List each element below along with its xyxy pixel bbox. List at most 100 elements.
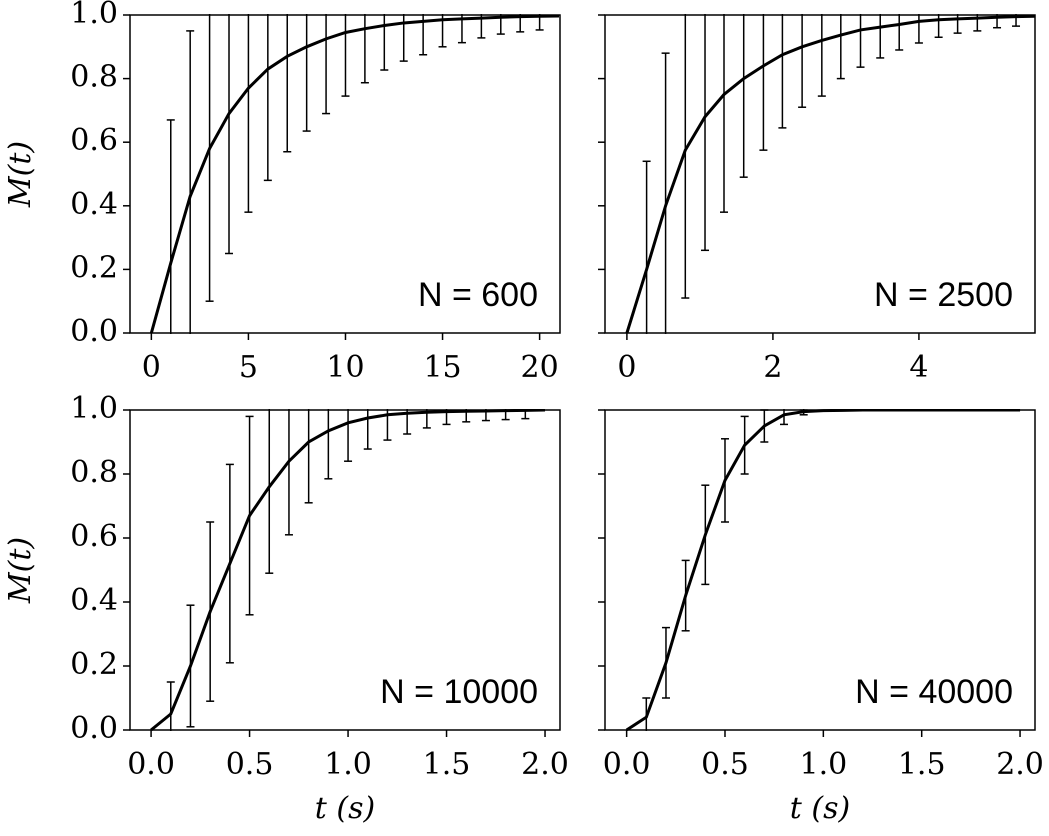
axes-frame [129, 14, 561, 334]
error-bar [681, 559, 690, 632]
error-bar [836, 14, 845, 80]
x-tick-label: 0.0 [603, 747, 651, 782]
y-tick-label: 0.8 [70, 455, 118, 490]
annotation: N = 2500 [874, 276, 1013, 314]
error-bar [701, 484, 710, 586]
error-bar [895, 14, 904, 51]
error-bar [876, 14, 885, 59]
error-bar [383, 409, 392, 441]
error-bar [661, 52, 670, 334]
y-tick-label: 1.0 [70, 0, 118, 31]
error-bar [914, 14, 923, 44]
y-tick-label: 0.2 [70, 250, 118, 285]
x-tick-label: 0 [617, 350, 636, 385]
y-tick-label: 0.0 [70, 711, 118, 746]
subplot: 0.0 0.2 0.4 0.6 0.8 1.0 0 5 10 15 20 N = 600 M(t) [3, 0, 561, 385]
subplot: 0.0 0.2 0.4 0.6 0.8 1.0 0.0 0.5 1.0 1.5 2.0 N = 100… [3, 391, 569, 826]
error-bar [263, 14, 272, 182]
error-bar [516, 14, 525, 33]
error-bar [225, 463, 234, 664]
error-bar [720, 438, 729, 523]
error-bar [205, 14, 214, 302]
y-tick-label: 0.4 [70, 187, 118, 222]
error-bar [322, 14, 331, 115]
error-bar [245, 415, 254, 616]
error-bar [265, 409, 274, 574]
x-tick-label: 4 [909, 350, 928, 385]
error-bar [778, 14, 787, 129]
x-tick-label: 0 [142, 350, 161, 385]
x-tick-label: 0.5 [226, 747, 274, 782]
error-bar [535, 14, 544, 31]
x-tick-label: 1.5 [423, 747, 471, 782]
error-bar [701, 14, 710, 252]
y-tick-label: 0.6 [70, 519, 118, 554]
error-bar [419, 14, 428, 56]
error-bar [344, 409, 353, 462]
error-bar [953, 14, 962, 34]
error-bar [973, 14, 982, 32]
error-bar [360, 14, 369, 84]
error-bar [363, 409, 372, 450]
x-axis-label: t (s) [315, 791, 375, 826]
y-tick-label: 0.4 [70, 583, 118, 618]
subplot: 0 2 4 N = 2500 [598, 14, 1036, 385]
error-bar [661, 626, 670, 699]
error-bar [477, 14, 486, 39]
error-bar [422, 409, 431, 429]
y-tick-label: 0.0 [70, 314, 118, 349]
plot-area [149, 14, 560, 334]
y-tick-label: 0.6 [70, 123, 118, 158]
error-bar [719, 14, 728, 213]
plot-area [625, 14, 1035, 334]
y-axis-label: M(t) [3, 537, 38, 604]
error-bar [739, 14, 748, 178]
error-bar [457, 14, 466, 44]
axes-frame [604, 14, 1036, 334]
error-bar [302, 14, 311, 132]
annotation: N = 40000 [855, 673, 1013, 711]
error-bar [244, 14, 253, 213]
error-bar [759, 14, 768, 151]
y-tick-label: 0.2 [70, 647, 118, 682]
error-bar [166, 119, 175, 334]
x-tick-label: 0.0 [127, 747, 175, 782]
x-tick-label: 2 [763, 350, 782, 385]
error-bar [934, 14, 943, 39]
x-axis-label: t (s) [790, 791, 850, 826]
x-tick-label: 5 [239, 350, 258, 385]
curve [625, 14, 1035, 334]
x-tick-label: 1.0 [324, 747, 372, 782]
x-tick-label: 20 [521, 350, 559, 385]
error-bar [403, 409, 412, 435]
error-bar [283, 14, 292, 153]
error-bar [496, 14, 505, 35]
subplot: 0.0 0.5 1.0 1.5 2.0 N = 40000 t (s) [598, 409, 1044, 826]
x-tick-label: 10 [326, 350, 364, 385]
annotation: N = 600 [418, 276, 538, 314]
axes-frame [604, 409, 1036, 731]
error-bar [642, 160, 651, 334]
error-bar [681, 14, 690, 299]
error-bar [225, 14, 234, 255]
annotation: N = 10000 [380, 673, 538, 711]
error-bar [817, 14, 826, 97]
error-bar [186, 604, 195, 728]
y-tick-label: 1.0 [70, 391, 118, 426]
curve [149, 14, 560, 334]
error-bar [442, 409, 451, 426]
error-bar [341, 14, 350, 97]
error-bar [186, 30, 195, 334]
error-bar [481, 409, 490, 422]
error-bar [1012, 14, 1021, 27]
error-bar [166, 681, 175, 731]
error-bar [740, 415, 749, 475]
x-tick-label: 1.0 [799, 747, 847, 782]
error-bar [324, 409, 333, 480]
error-bar [993, 14, 1002, 29]
axes-frame [129, 409, 561, 731]
error-bar [462, 409, 471, 423]
y-axis-label: M(t) [3, 141, 38, 208]
error-bar [206, 521, 215, 702]
